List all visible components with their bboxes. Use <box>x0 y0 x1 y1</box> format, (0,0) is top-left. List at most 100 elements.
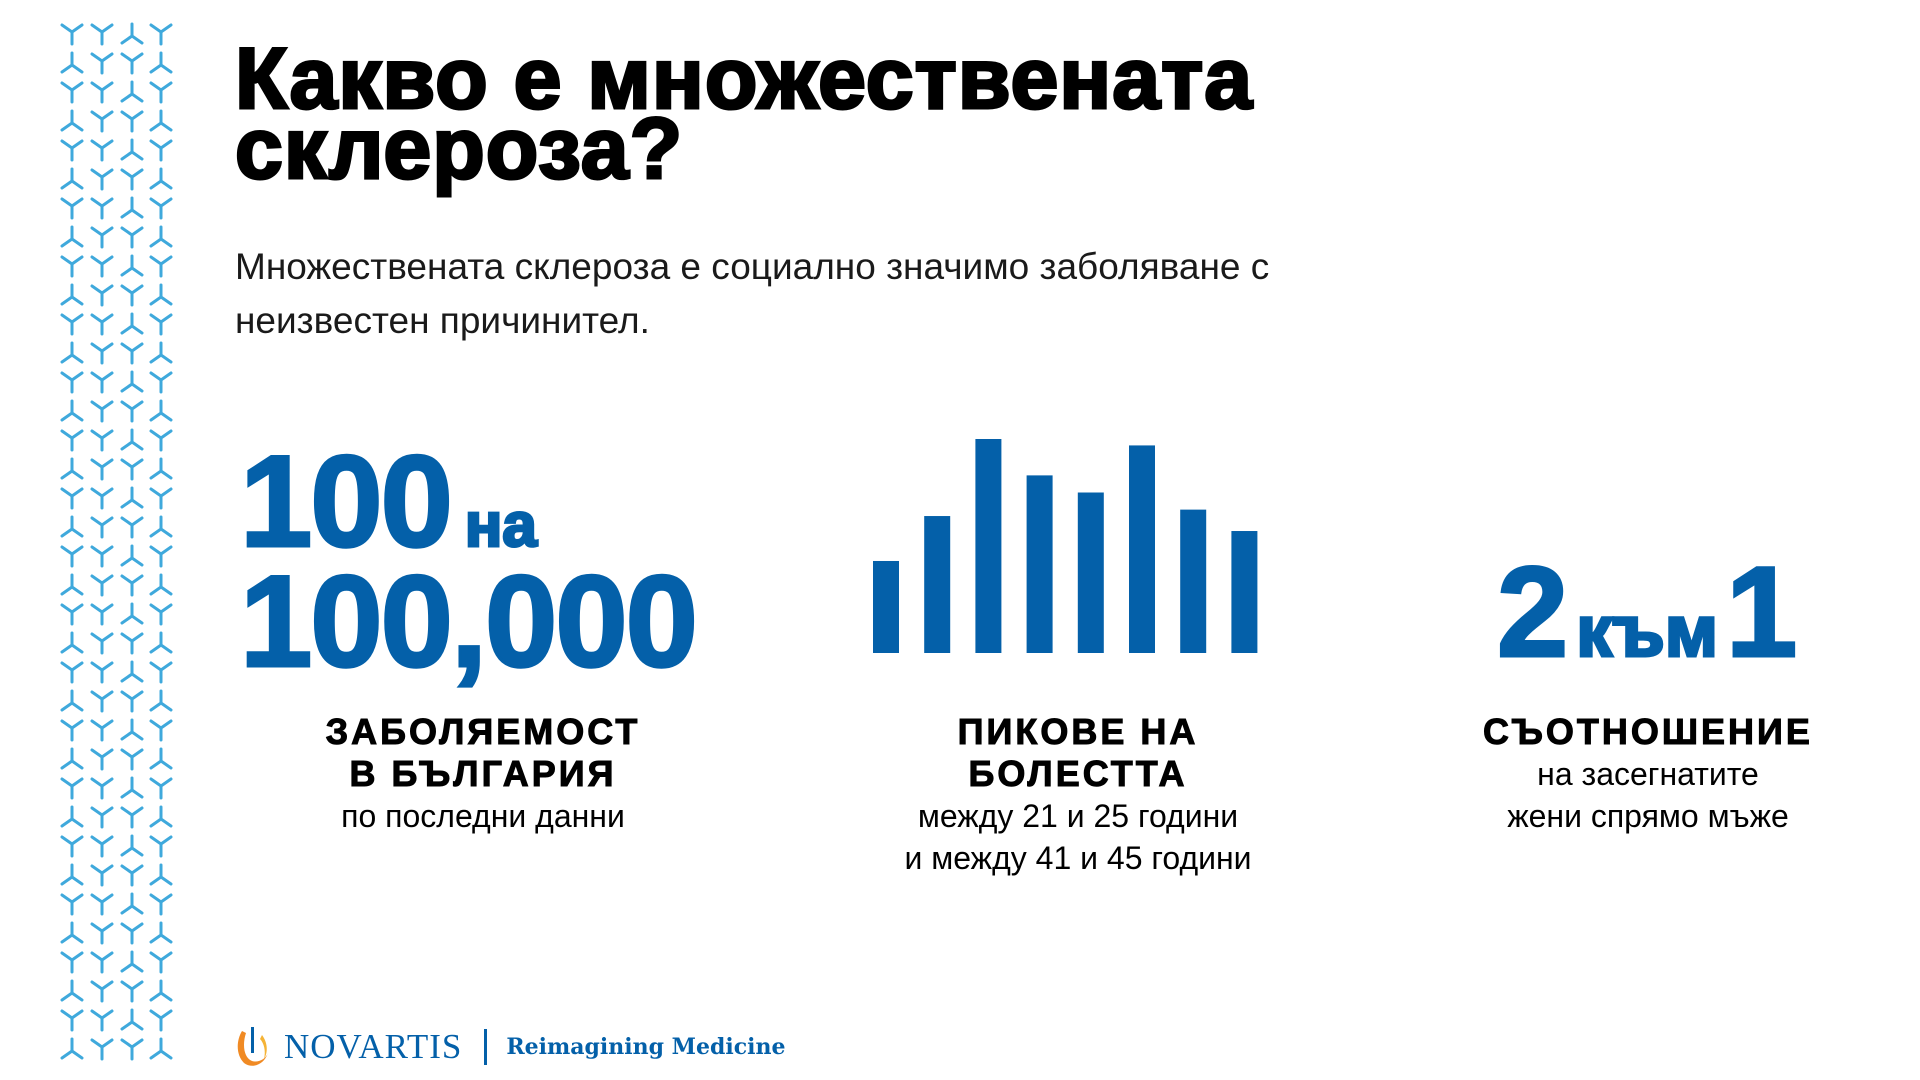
antibody-icon <box>149 457 173 480</box>
antibody-icon <box>120 602 144 625</box>
brand-name: NOVARTIS <box>284 1027 463 1066</box>
brand-tagline: Reimagining Medicine <box>506 1034 786 1060</box>
antibody-icon <box>120 400 144 423</box>
antibody-icon <box>60 167 84 190</box>
antibody-icon <box>149 661 173 684</box>
novartis-logo: NOVARTIS Reimagining Medicine <box>234 1022 785 1072</box>
antibody-icon <box>90 23 114 46</box>
antibody-icon <box>60 313 84 336</box>
antibody-icon <box>120 980 144 1003</box>
ratio-label: СЪОТНОШЕНИЕ на засегнатите жени спрямо м… <box>1388 711 1908 837</box>
incidence-denominator: 100,000 <box>239 548 700 694</box>
peaks-label: ПИКОВЕ НА БОЛЕСТТА между 21 и 25 години … <box>818 711 1338 879</box>
antibody-icon <box>60 283 84 306</box>
antibody-icon <box>90 574 114 597</box>
antibody-icon <box>60 545 84 568</box>
antibody-icon <box>90 661 114 684</box>
antibody-icon <box>120 922 144 945</box>
antibody-icon <box>60 863 84 886</box>
peak-bar <box>873 560 899 653</box>
antibody-icon <box>60 197 84 220</box>
ratio-number: 2 към1 <box>1495 546 1798 697</box>
antibody-icon <box>90 719 114 742</box>
antibody-icon <box>90 893 114 916</box>
peak-bar <box>975 439 1002 653</box>
title-line: склероза? <box>233 101 684 197</box>
antibody-icon <box>90 197 114 220</box>
antibody-icon <box>120 110 144 133</box>
antibody-icon <box>90 458 114 481</box>
antibody-icon <box>90 835 114 858</box>
antibody-icon <box>90 922 114 945</box>
antibody-icon <box>60 1037 84 1060</box>
label-text: на засегнатите <box>1537 756 1759 792</box>
antibody-icon <box>149 863 173 886</box>
antibody-icon <box>90 632 114 655</box>
antibody-icon <box>60 429 84 452</box>
antibody-icon <box>90 52 114 75</box>
antibody-icon <box>120 544 144 567</box>
ratio-left: 2 <box>1495 541 1569 684</box>
incidence-value: 100 <box>239 428 455 574</box>
label-text: жени спрямо мъже <box>1507 798 1789 834</box>
antibody-icon <box>149 603 173 626</box>
antibody-icon <box>60 951 84 974</box>
label-text: между 21 и 25 години <box>917 798 1239 834</box>
antibody-icon <box>120 22 144 45</box>
antibody-icon <box>149 81 173 104</box>
antibody-icon <box>149 805 173 828</box>
antibody-icon <box>90 603 114 626</box>
antibody-icon <box>120 342 144 365</box>
antibody-icon <box>60 81 84 104</box>
antibody-icon <box>90 1009 114 1032</box>
antibody-icon <box>90 864 114 887</box>
incidence-unit: на <box>463 490 538 562</box>
antibody-icon <box>149 573 173 596</box>
antibody-icon <box>90 342 114 365</box>
antibody-icon <box>90 139 114 162</box>
antibody-icon <box>90 429 114 452</box>
antibody-icon <box>149 313 173 336</box>
label-bold: ЗАБОЛЯЕМОСТ <box>325 711 641 753</box>
subtitle: Множествената склероза е социално значим… <box>235 240 1269 348</box>
antibody-icon <box>60 139 84 162</box>
antibody-icon <box>90 748 114 771</box>
antibody-icon <box>149 51 173 74</box>
antibody-icon <box>149 341 173 364</box>
antibody-icon <box>149 109 173 132</box>
antibody-icon <box>120 370 144 393</box>
antibody-icon <box>90 980 114 1003</box>
antibody-icon <box>149 487 173 510</box>
antibody-icon <box>90 951 114 974</box>
antibody-icon <box>60 515 84 538</box>
antibody-icon <box>149 225 173 248</box>
antibody-icon <box>120 776 144 799</box>
label-bold: БОЛЕСТТА <box>968 753 1188 795</box>
antibody-icon <box>149 951 173 974</box>
antibody-icon <box>120 226 144 249</box>
antibody-icon <box>90 806 114 829</box>
antibody-icon <box>90 255 114 278</box>
antibody-icon <box>60 893 84 916</box>
subtitle-line: Множествената склероза е социално значим… <box>235 246 1270 287</box>
antibody-icon <box>120 196 144 219</box>
antibody-icon <box>120 1008 144 1031</box>
antibody-icon <box>60 573 84 596</box>
antibody-icon <box>120 748 144 771</box>
antibody-icon <box>149 399 173 422</box>
label-text: по последни данни <box>341 798 625 834</box>
antibody-icon <box>60 979 84 1002</box>
antibody-icon <box>90 81 114 104</box>
antibody-icon <box>60 689 84 712</box>
antibody-icon <box>120 864 144 887</box>
antibody-icon <box>149 747 173 770</box>
antibody-icon <box>90 487 114 510</box>
antibody-icon <box>149 835 173 858</box>
antibody-icon <box>60 23 84 46</box>
antibody-icon <box>90 284 114 307</box>
antibody-icon <box>90 168 114 191</box>
antibody-icon <box>120 254 144 277</box>
antibody-icon <box>60 921 84 944</box>
antibody-icon <box>120 574 144 597</box>
peak-bar <box>1180 509 1207 653</box>
